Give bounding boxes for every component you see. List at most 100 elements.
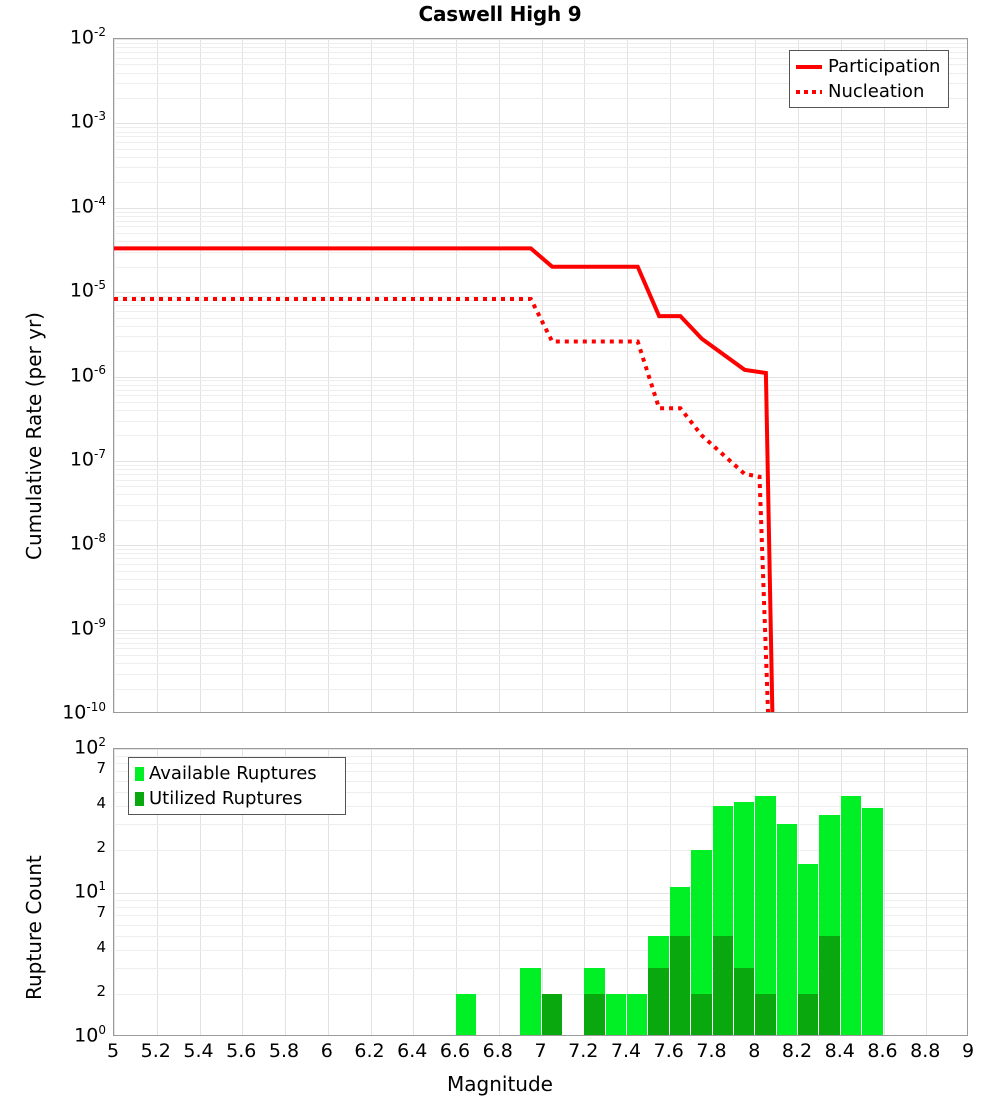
grid-line-vertical — [541, 39, 543, 712]
legend-item-nucleation: Nucleation — [796, 79, 942, 104]
grid-line-minor — [114, 504, 967, 506]
grid-line-minor — [114, 401, 967, 403]
grid-line-minor — [114, 906, 967, 908]
grid-line-vertical — [370, 39, 372, 712]
x-tick-label: 8.2 — [781, 1040, 813, 1062]
x-tick-label: 5.8 — [268, 1040, 300, 1062]
grid-line-vertical — [413, 39, 415, 712]
grid-line-minor — [114, 336, 967, 338]
grid-line-minor — [114, 494, 967, 496]
grid-line-minor — [114, 410, 967, 412]
grid-line-minor — [114, 558, 967, 560]
grid-line-vertical — [712, 39, 714, 712]
y-tick-label: 10-3 — [69, 109, 106, 133]
y-tick-label: 10-5 — [69, 278, 106, 302]
grid-line-minor — [114, 688, 967, 690]
available-ruptures-swatch-icon — [135, 766, 144, 781]
page-title: Caswell High 9 — [418, 2, 582, 26]
grid-line-vertical — [883, 39, 885, 712]
grid-line-minor — [114, 384, 967, 386]
bar-available-ruptures — [648, 936, 669, 1035]
grid-line-vertical — [584, 39, 586, 712]
y-tick-label: 10-4 — [69, 193, 106, 218]
grid-line-vertical — [456, 749, 457, 1035]
bar-utilized-ruptures — [798, 993, 819, 1035]
x-tick-label: 6 — [320, 1040, 333, 1062]
grid-line-vertical — [926, 39, 928, 712]
x-tick-label: 6.6 — [439, 1040, 471, 1062]
bar-available-ruptures — [862, 807, 883, 1035]
bar-utilized-ruptures — [712, 936, 733, 1035]
x-tick-label: 5.6 — [226, 1040, 257, 1062]
grid-line-minor — [114, 486, 967, 488]
grid-line-minor — [114, 83, 967, 85]
grid-line-minor — [114, 762, 967, 764]
grid-line-minor — [114, 295, 967, 297]
y-tick-minor-label: 4 — [96, 794, 106, 813]
grid-line-minor — [114, 780, 967, 782]
y-tick-label: 10-10 — [62, 700, 106, 724]
y-tick-label: 10-2 — [69, 25, 106, 49]
grid-line-vertical — [327, 749, 329, 1035]
grid-line-vertical — [199, 39, 201, 712]
y-tick-label: 102 — [74, 735, 106, 759]
bottom-panel-legend: Available Ruptures Utilized Ruptures — [128, 757, 346, 815]
grid-line-minor — [114, 351, 967, 353]
grid-line-vertical — [755, 39, 757, 712]
legend-item-available-ruptures: Available Ruptures — [135, 761, 339, 786]
grid-line-vertical — [156, 39, 158, 712]
x-tick-label: 8.4 — [824, 1040, 855, 1062]
rupture-count-plot — [113, 748, 968, 1036]
x-tick-label: 7.4 — [610, 1040, 642, 1062]
x-tick-label: 8.6 — [867, 1040, 898, 1062]
grid-line-vertical — [114, 39, 115, 712]
grid-line-minor — [114, 899, 967, 901]
grid-line-minor — [114, 849, 967, 851]
grid-line-minor — [114, 792, 967, 794]
bar-available-ruptures — [605, 993, 626, 1035]
grid-line-minor — [114, 226, 967, 228]
grid-line-minor — [114, 64, 967, 66]
bottom-panel-y-axis-label: Rupture Count — [22, 855, 46, 1000]
bar-available-ruptures — [798, 863, 819, 1035]
grid-line-minor — [114, 266, 967, 268]
grid-line-minor — [114, 633, 967, 635]
grid-line-minor — [114, 469, 967, 471]
grid-line-minor — [114, 97, 967, 99]
grid-line-vertical — [370, 749, 372, 1035]
grid-line-vertical — [798, 39, 799, 712]
y-tick-label: 10-7 — [69, 446, 106, 471]
x-axis-label: Magnitude — [447, 1072, 553, 1096]
legend-item-participation: Participation — [796, 54, 942, 79]
grid-line-minor — [114, 142, 967, 144]
y-tick-minor-label: 4 — [96, 938, 106, 957]
x-tick-label: 7 — [534, 1040, 547, 1062]
bar-utilized-ruptures — [819, 936, 840, 1035]
x-tick-label: 7.8 — [696, 1040, 727, 1062]
grid-line-vertical — [456, 39, 457, 712]
bar-available-ruptures — [541, 993, 562, 1035]
grid-line-minor — [114, 420, 967, 422]
grid-line-vertical — [285, 749, 286, 1035]
grid-line-minor — [114, 389, 967, 391]
grid-line-minor — [114, 655, 967, 657]
grid-line-minor — [114, 479, 967, 481]
bar-available-ruptures — [776, 824, 797, 1035]
grid-line-vertical — [199, 749, 201, 1035]
grid-line-major — [114, 123, 967, 125]
x-tick-label: 5.2 — [140, 1040, 171, 1062]
grid-line-minor — [114, 325, 967, 327]
grid-line-minor — [114, 136, 967, 138]
x-tick-label: 6.4 — [397, 1040, 428, 1062]
grid-line-minor — [114, 57, 967, 59]
x-tick-label: 7.2 — [568, 1040, 599, 1062]
x-tick-label: 9 — [961, 1040, 975, 1062]
grid-line-minor — [114, 993, 967, 995]
grid-line-minor — [114, 771, 967, 773]
grid-line-minor — [114, 648, 967, 650]
grid-line-minor — [114, 241, 967, 243]
grid-line-major — [114, 460, 967, 462]
x-tick-label: 7.6 — [653, 1040, 684, 1062]
y-tick-label: 100 — [74, 1023, 106, 1047]
grid-line-minor — [114, 182, 967, 184]
